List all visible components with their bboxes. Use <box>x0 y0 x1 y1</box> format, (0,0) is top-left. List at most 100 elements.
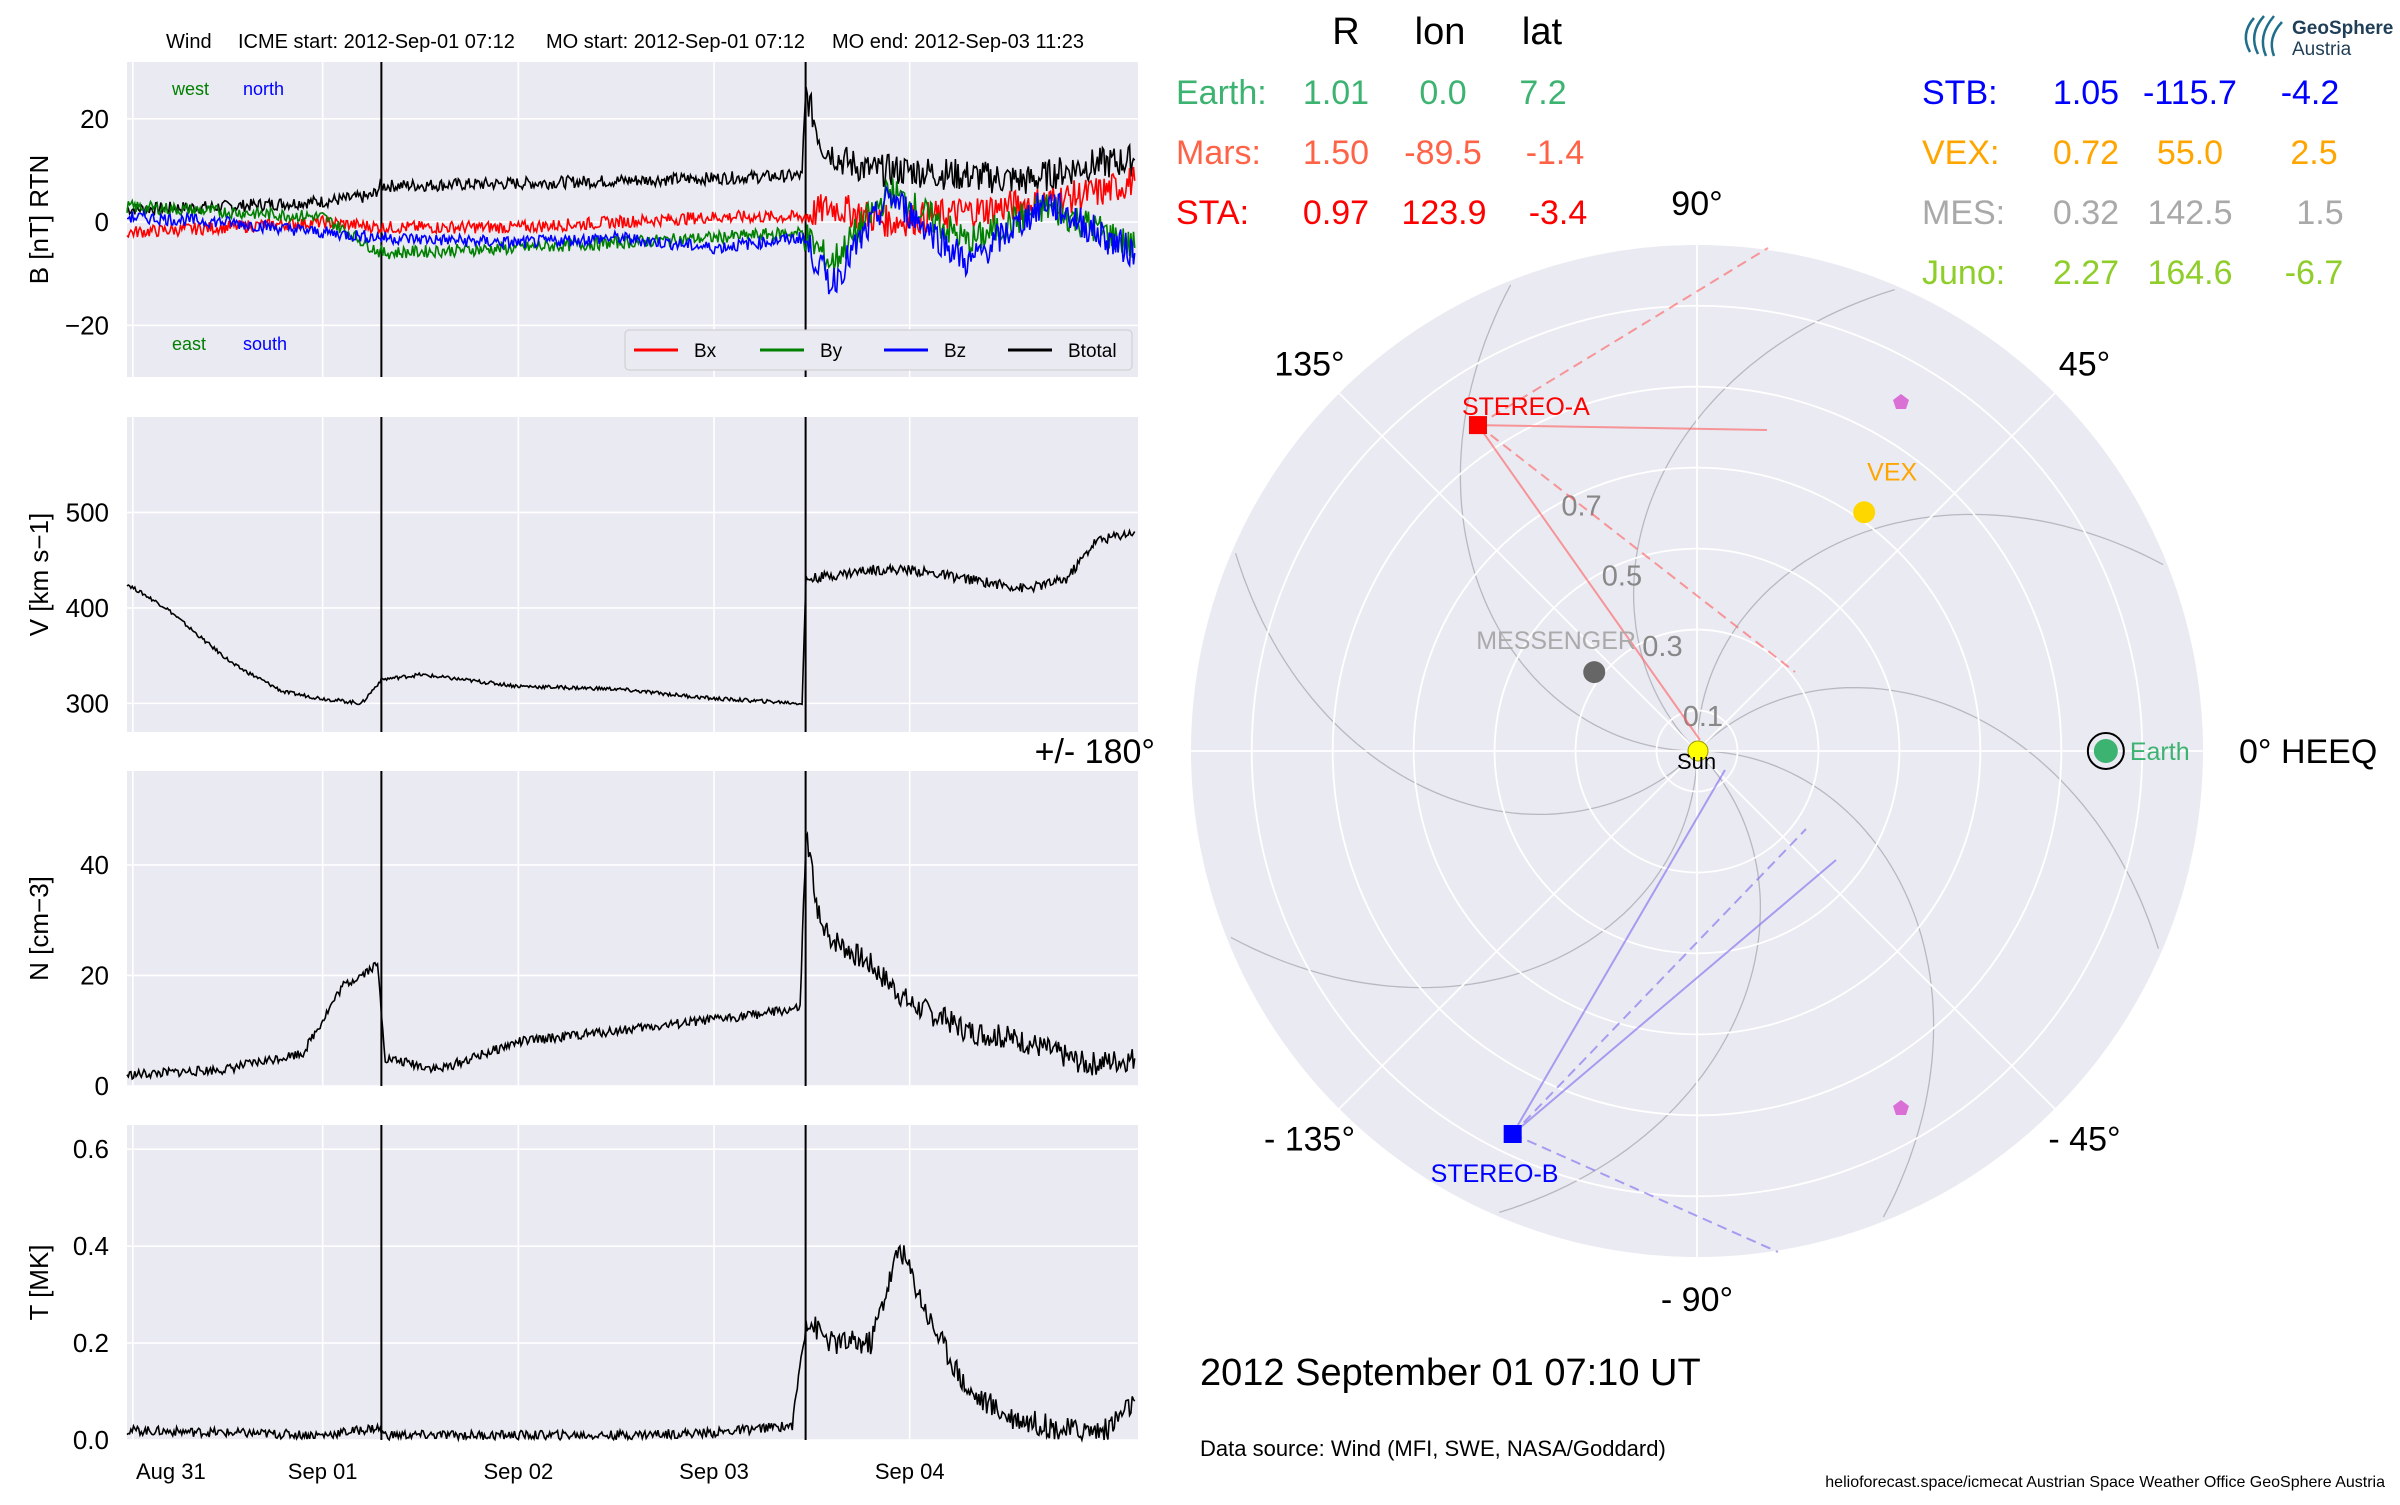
y-axis-label: B [nT] RTN <box>24 155 54 285</box>
spiral-field-line <box>1702 686 2160 949</box>
sun-marker <box>1687 740 1709 762</box>
series-line-t <box>126 1243 1136 1443</box>
annotation-north: north <box>243 79 284 99</box>
x-tick-label: Aug 31 <box>136 1459 206 1484</box>
juno-lat: -6.7 <box>2285 254 2344 292</box>
positions-table: R lon lat Earth: 1.01 0.0 7.2 Mars: 1.50… <box>1176 11 2344 292</box>
y-axis-label: V [km s−1] <box>24 513 54 637</box>
stb-lon: -115.7 <box>2143 74 2237 112</box>
logo-line1: GeoSphere <box>2292 18 2393 39</box>
y-tick-label: 400 <box>66 593 109 623</box>
y-axis-label: T [MK] <box>24 1244 54 1320</box>
juno-r: 2.27 <box>2053 254 2119 292</box>
earth-name: Earth: <box>1176 74 1267 112</box>
y-tick-label: 0 <box>95 207 109 237</box>
spiral-field-line <box>1696 513 2164 743</box>
mes-lat: 1.5 <box>2296 194 2343 232</box>
legend-label: Bz <box>944 341 966 362</box>
legend-label: By <box>820 341 843 362</box>
logo-line2: Austria <box>2292 39 2352 60</box>
sta-fov-line <box>1477 424 1768 431</box>
x-tick-label: Sep 03 <box>679 1459 749 1484</box>
stb-name: STB: <box>1922 74 1998 112</box>
header-mo-end: MO end: 2012-Sep-03 11:23 <box>832 31 1084 53</box>
legend-label: Bx <box>694 341 717 362</box>
spiral-field-line <box>1632 288 1895 746</box>
stereo-a-marker <box>1468 416 1487 435</box>
sta-r: 0.97 <box>1303 194 1369 232</box>
sta-fov-center-line <box>1477 424 1796 673</box>
mars-name: Mars: <box>1176 134 1261 172</box>
stereo-b-label: STEREO-B <box>1431 1160 1559 1188</box>
stb-sun-line <box>1512 1133 1779 1253</box>
timeseries-panels: 20 0 −20 B [nT] RTN west north east south Bx By Bz… <box>24 62 1138 1484</box>
angle-label: 90° <box>1671 185 1722 223</box>
panel-background <box>127 771 1138 1086</box>
mars-direction-marker <box>1893 1100 1909 1115</box>
series-line-bx <box>126 166 1136 240</box>
legend-label: Btotal <box>1068 341 1117 362</box>
stereo-b-marker <box>1503 1124 1522 1143</box>
angular-gridline <box>1338 392 1698 752</box>
series-line-v <box>126 528 1136 706</box>
vex-r: 0.72 <box>2053 134 2119 172</box>
header-mo-start: MO start: 2012-Sep-01 07:12 <box>546 31 805 53</box>
stb-fov-line <box>1511 769 1726 1135</box>
y-axis-label: N [cm−3] <box>24 876 54 981</box>
mars-lon: -89.5 <box>1404 134 1482 172</box>
stb-fov-line <box>1512 859 1837 1135</box>
x-tick-label: Sep 02 <box>483 1459 553 1484</box>
angular-gridline <box>1696 392 2056 752</box>
angle-label: +/- 180° <box>1035 733 1155 771</box>
mes-r: 0.32 <box>2053 194 2119 232</box>
y-tick-label: 0.6 <box>73 1134 109 1164</box>
legend-box <box>624 329 1133 371</box>
panel-background <box>127 417 1138 732</box>
y-tick-label: 300 <box>66 688 109 718</box>
stb-r: 1.05 <box>2053 74 2119 112</box>
messenger-marker <box>1583 661 1606 684</box>
panel-b_panel: 20 0 −20 B [nT] RTN west north east south Bx By Bz… <box>24 62 1138 377</box>
earth-lat: 7.2 <box>1519 74 1566 112</box>
juno-name: Juno: <box>1922 254 2005 292</box>
y-tick-label: 20 <box>80 960 109 990</box>
table-header-lon: lon <box>1415 11 1466 53</box>
table-header-r: R <box>1332 11 1359 53</box>
y-tick-label: 40 <box>80 850 109 880</box>
y-tick-label: 0 <box>95 1071 109 1101</box>
juno-lon: 164.6 <box>2147 254 2232 292</box>
earth-lon: 0.0 <box>1419 74 1466 112</box>
y-tick-label: 0.2 <box>73 1328 109 1358</box>
footer-source: Data source: Wind (MFI, SWE, NASA/Goddar… <box>1200 1436 1666 1461</box>
y-tick-label: 20 <box>80 104 109 134</box>
stereo-a-label: STEREO-A <box>1462 393 1590 421</box>
spiral-field-line <box>1230 759 1698 989</box>
spiral-field-line <box>1459 284 1689 752</box>
earth-orbit-ring <box>2086 732 2125 770</box>
footer-date: 2012 September 01 07:10 UT <box>1200 1352 1701 1394</box>
angle-label: 45° <box>2059 346 2110 384</box>
geosphere-logo: GeoSphere Austria <box>2244 15 2393 60</box>
sta-name: STA: <box>1176 194 1249 232</box>
mes-lon: 142.5 <box>2147 194 2232 232</box>
angle-label: 0° HEEQ <box>2239 733 2377 771</box>
header-icme-start: ICME start: 2012-Sep-01 07:12 <box>238 31 515 53</box>
legend: Bx By Bz Btotal <box>624 329 1133 371</box>
vex-lat: 2.5 <box>2290 134 2337 172</box>
earth-label: Earth <box>2130 738 2190 766</box>
y-tick-label: 0.4 <box>73 1231 109 1261</box>
stb-fov-center-line <box>1511 828 1807 1135</box>
earth-marker <box>2093 739 2118 763</box>
annotation-south: south <box>243 334 287 354</box>
y-tick-label: 500 <box>66 497 109 527</box>
vex-lon: 55.0 <box>2157 134 2223 172</box>
header-spacecraft: Wind <box>166 31 212 53</box>
y-tick-label: 0.0 <box>73 1425 109 1455</box>
sta-lat: -3.4 <box>1529 194 1588 232</box>
annotation-west: west <box>171 79 209 99</box>
vex-label: VEX <box>1867 458 1917 486</box>
angular-gridline <box>1696 750 2056 1110</box>
table-header-lat: lat <box>1522 11 1563 53</box>
